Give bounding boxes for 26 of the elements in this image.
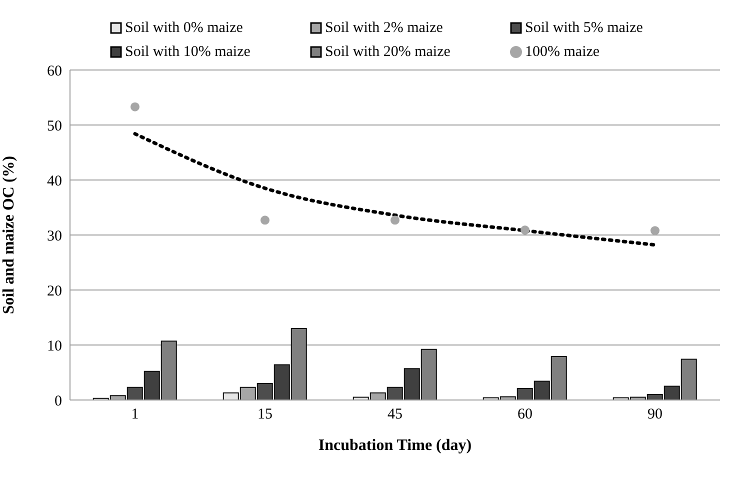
point (130, 102, 140, 112)
legend-label: Soil with 2% maize (325, 20, 443, 36)
point (520, 226, 530, 235)
x-tick-label: 15 (258, 406, 272, 423)
y-tick-label: 50 (47, 118, 62, 134)
x-tick-label: 90 (648, 406, 662, 423)
point (650, 226, 660, 236)
x-axis-title: Incubation Time (day) (318, 437, 472, 454)
y-axis-title: Soil and maize OC (%) (0, 156, 18, 314)
x-tick-label: 1 (131, 406, 139, 423)
y-tick-label: 20 (47, 283, 62, 300)
legend-label: Soil with 10% maize (125, 44, 250, 60)
point (260, 216, 270, 225)
y-tick-label: 60 (47, 63, 62, 80)
line-series (133, 132, 657, 247)
legend-label: Soil with 0% maize (125, 20, 243, 36)
x-tick-label: 60 (518, 406, 532, 423)
x-tick-label: 45 (388, 406, 402, 423)
legend-label: Soil with 20% maize (325, 44, 450, 60)
y-tick-label: 30 (47, 228, 62, 244)
y-tick-label: 0 (54, 393, 62, 410)
y-tick-label: 40 (47, 173, 62, 190)
legend-label: Soil with 5% maize (525, 20, 643, 36)
legend-label: 100% maize (525, 44, 600, 60)
point (390, 216, 400, 225)
y-tick-label: 10 (47, 338, 62, 354)
